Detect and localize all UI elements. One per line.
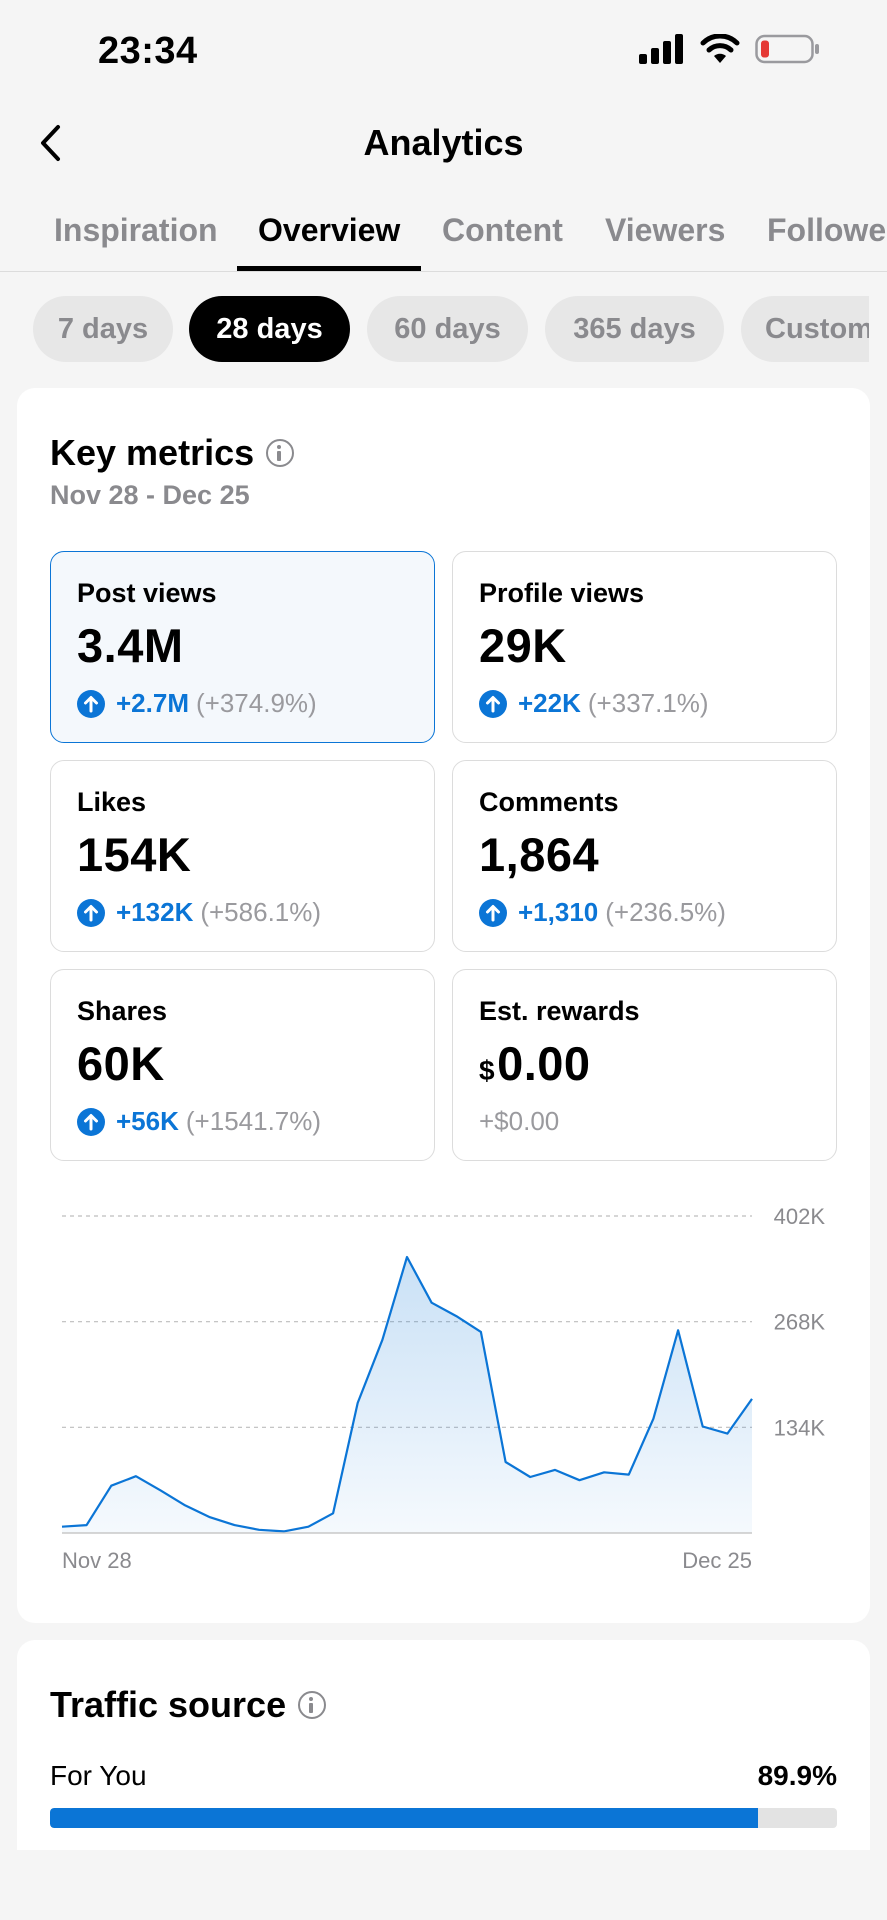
tab-bar: Inspiration Overview Content Viewers Fol… [0, 200, 887, 272]
info-icon[interactable] [266, 439, 295, 467]
currency-symbol: $ [479, 1055, 496, 1086]
metric-change-value: +2.7M [116, 688, 189, 718]
status-time: 23:34 [98, 30, 198, 72]
metric-value: 1,864 [479, 828, 600, 881]
nav-bar: Analytics [0, 100, 887, 188]
traffic-progress-fill [50, 1808, 758, 1828]
metric-label: Comments [479, 787, 619, 817]
traffic-progress-track [50, 1808, 837, 1828]
chevron-left-icon [41, 125, 60, 161]
tab-overview[interactable]: Overview [258, 212, 401, 248]
chart-area [62, 1257, 752, 1533]
traffic-source-title-row: Traffic source [50, 1684, 327, 1726]
metric-change-value: +1,310 [518, 897, 599, 927]
metric-change: +22K (+337.1%) [479, 688, 709, 719]
metric-change-percent: (+586.1%) [200, 897, 322, 927]
metric-value: 60K [77, 1037, 165, 1090]
metric-change-percent: (+337.1%) [587, 688, 709, 718]
metric-change: +2.7M (+374.9%) [77, 688, 317, 719]
metric-profile-views[interactable]: Profile views 29K +22K (+337.1%) [452, 551, 837, 743]
tab-inspiration[interactable]: Inspiration [54, 212, 218, 248]
metric-label: Likes [77, 787, 147, 817]
metric-label: Post views [77, 578, 217, 608]
traffic-source-title: Traffic source [50, 1684, 287, 1725]
metric-change-value: +$0.00 [479, 1106, 560, 1136]
metric-value-amount: 0.00 [497, 1037, 591, 1090]
range-custom[interactable]: Custom [741, 296, 869, 362]
metric-value: 154K [77, 828, 192, 881]
x-tick-label: Nov 28 [62, 1548, 132, 1573]
post-views-chart: 402K 268K 134K Nov 28 Dec 25 [0, 1190, 887, 1590]
y-tick-label: 268K [774, 1310, 826, 1335]
metric-label: Profile views [479, 578, 645, 608]
metric-change-value: +56K [116, 1106, 179, 1136]
metric-change: +$0.00 [479, 1106, 559, 1137]
tab-active-indicator [237, 266, 421, 271]
arrow-up-icon [77, 898, 105, 927]
traffic-source-name: For You [50, 1760, 147, 1791]
chart-canvas: 402K 268K 134K Nov 28 Dec 25 [61, 1204, 826, 1573]
page-title: Analytics [363, 122, 524, 163]
metric-change: +56K (+1541.7%) [77, 1106, 321, 1137]
range-60-days[interactable]: 60 days [367, 296, 528, 362]
metric-change-percent: (+236.5%) [605, 897, 726, 927]
metric-est-rewards[interactable]: Est. rewards $0.00 +$0.00 [452, 969, 837, 1161]
range-28-days[interactable]: 28 days [189, 296, 350, 362]
metric-likes[interactable]: Likes 154K +132K (+586.1%) [50, 760, 435, 952]
chart-line [61, 1255, 753, 1533]
metric-value: $0.00 [479, 1036, 591, 1091]
metric-value: 29K [479, 619, 567, 672]
key-metrics-title: Key metrics [50, 432, 255, 473]
range-7-days[interactable]: 7 days [33, 296, 173, 362]
cellular-signal-icon [639, 34, 683, 64]
metric-value: 3.4M [77, 619, 184, 672]
arrow-up-icon [77, 689, 105, 718]
y-tick-label: 402K [774, 1204, 826, 1229]
arrow-up-icon [479, 898, 507, 927]
metric-label: Est. rewards [479, 996, 640, 1026]
date-range-label: Nov 28 - Dec 25 [50, 480, 250, 510]
metric-change-value: +132K [116, 897, 194, 927]
info-icon[interactable] [298, 1691, 327, 1719]
key-metrics-title-row: Key metrics [50, 432, 295, 474]
metric-label: Shares [77, 996, 168, 1026]
tab-viewers[interactable]: Viewers [605, 212, 726, 248]
battery-icon [755, 34, 819, 64]
metric-change-percent: (+374.9%) [196, 688, 317, 718]
metric-change-value: +22K [518, 688, 581, 718]
metric-change-percent: (+1541.7%) [185, 1106, 322, 1136]
traffic-source-percent: 89.9% [757, 1760, 837, 1791]
date-range-selector: 7 days 28 days 60 days 365 days Custom [33, 296, 869, 364]
metric-comments[interactable]: Comments 1,864 +1,310 (+236.5%) [452, 760, 837, 952]
y-tick-label: 134K [774, 1415, 826, 1440]
status-icons [639, 34, 821, 64]
traffic-source-card: Traffic source For You 89.9% [17, 1640, 870, 1850]
metric-change: +132K (+586.1%) [77, 897, 321, 928]
status-bar: 23:34 [0, 0, 887, 100]
wifi-icon [700, 34, 740, 63]
range-365-days[interactable]: 365 days [545, 296, 724, 362]
tab-followers[interactable]: Followers [767, 212, 887, 248]
x-tick-label: Dec 25 [682, 1548, 752, 1573]
arrow-up-icon [479, 689, 507, 718]
arrow-up-icon [77, 1107, 105, 1136]
metric-change: +1,310 (+236.5%) [479, 897, 726, 928]
metric-post-views[interactable]: Post views 3.4M +2.7M (+374.9%) [50, 551, 435, 743]
tab-content[interactable]: Content [442, 212, 563, 248]
metric-shares[interactable]: Shares 60K +56K (+1541.7%) [50, 969, 435, 1161]
traffic-source-row: For You 89.9% [50, 1760, 837, 1800]
back-button[interactable] [26, 118, 76, 168]
